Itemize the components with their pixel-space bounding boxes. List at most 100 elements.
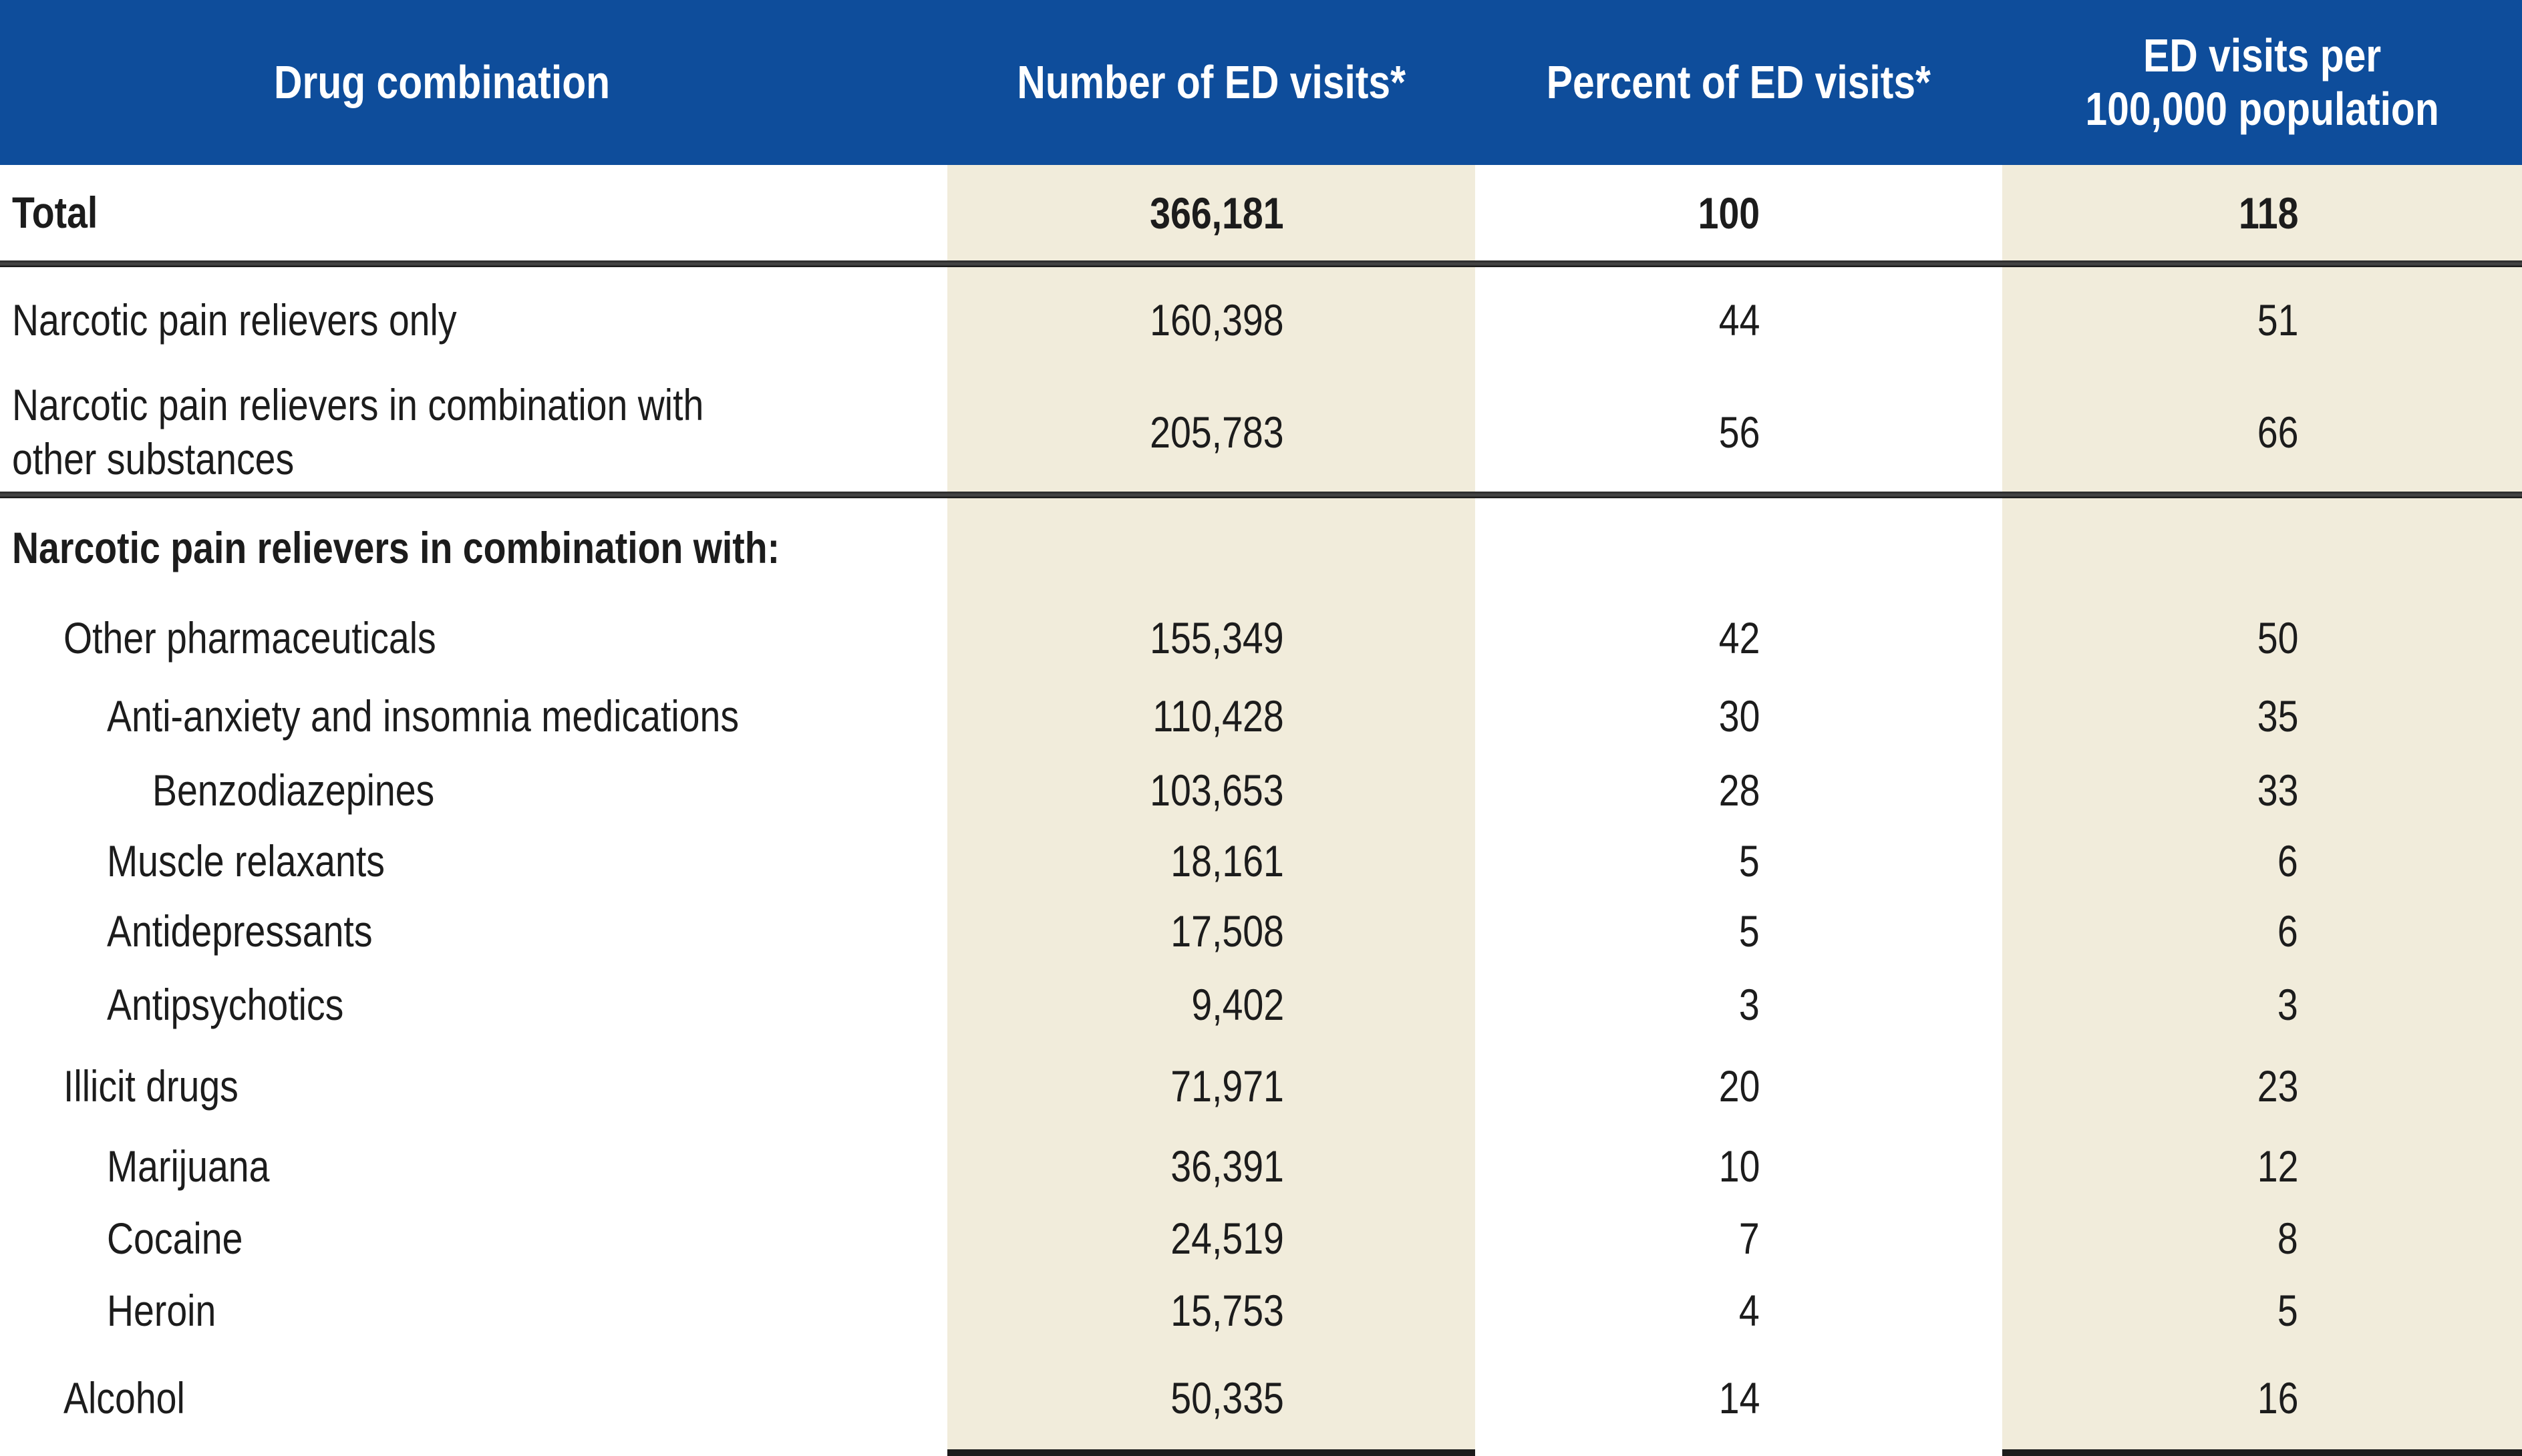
value-ed-visits-per-100k: 5: [2277, 1286, 2298, 1335]
header-drug-combination-label: Drug combination: [273, 55, 610, 108]
value-ed-visits-per-100k: 35: [2257, 691, 2298, 741]
cell-ed-visits-per-100k: 6: [2002, 895, 2522, 967]
row-label: Heroin: [107, 1285, 216, 1335]
value-ed-visits-per-100k: 6: [2277, 906, 2298, 956]
row-label: Cocaine: [107, 1213, 243, 1263]
cell-ed-visits-per-100k: 66: [2002, 373, 2522, 492]
row-label-cell: Other pharmaceuticals: [0, 597, 947, 679]
row-label: Narcotic pain relievers in combination w…: [12, 380, 704, 484]
row-label-cell: Cocaine: [0, 1202, 947, 1274]
cell-ed-visits-per-100k: 8: [2002, 1202, 2522, 1274]
row-label-cell: Antipsychotics: [0, 967, 947, 1042]
cell-ed-visits-per-100k: 6: [2002, 827, 2522, 895]
value-number-of-ed-visits: 9,402: [1191, 980, 1284, 1029]
cell-ed-visits-per-100k: 51: [2002, 267, 2522, 373]
value-percent-of-ed-visits: 44: [1718, 295, 1760, 345]
cell-percent-of-ed-visits: 7: [1475, 1202, 2002, 1274]
row-label-cell: Anti-anxiety and insomnia medications: [0, 679, 947, 753]
cell-percent-of-ed-visits: 20: [1475, 1042, 2002, 1130]
row-label-cell: Narcotic pain relievers in combination w…: [0, 373, 947, 492]
value-number-of-ed-visits: 17,508: [1170, 906, 1284, 956]
row-label-cell: Benzodiazepines: [0, 753, 947, 827]
value-ed-visits-per-100k: 16: [2257, 1373, 2298, 1423]
value-number-of-ed-visits: 18,161: [1170, 836, 1284, 886]
row-label: Narcotic pain relievers only: [12, 295, 457, 345]
value-number-of-ed-visits: 110,428: [1152, 691, 1284, 741]
cell-number-of-ed-visits: 71,971: [947, 1042, 1475, 1130]
cell-number-of-ed-visits: 9,402: [947, 967, 1475, 1042]
cell-ed-visits-per-100k: 23: [2002, 1042, 2522, 1130]
value-ed-visits-per-100k: 50: [2257, 613, 2298, 663]
value-percent-of-ed-visits: 5: [1739, 836, 1760, 886]
cell-percent-of-ed-visits: 14: [1475, 1346, 2002, 1449]
table-row: Antipsychotics 9,402 3 3: [0, 967, 2522, 1042]
value-number-of-ed-visits: 103,653: [1150, 765, 1284, 815]
table-row: Illicit drugs 71,971 20 23: [0, 1042, 2522, 1130]
table-row: Benzodiazepines 103,653 28 33: [0, 753, 2522, 827]
table-row: Heroin 15,753 4 5: [0, 1274, 2522, 1346]
value-ed-visits-per-100k: 23: [2257, 1061, 2298, 1111]
row-label-cell: Muscle relaxants: [0, 827, 947, 895]
table-row: Narcotic pain relievers in combination w…: [0, 498, 2522, 597]
value-percent-of-ed-visits: 4: [1739, 1286, 1760, 1335]
header-drug-combination: Drug combination: [0, 0, 947, 165]
table-body: Total 366,181 100 118 Narcotic pain reli…: [0, 165, 2522, 1456]
value-ed-visits-per-100k: 33: [2257, 765, 2298, 815]
value-ed-visits-per-100k: 12: [2257, 1141, 2298, 1191]
value-percent-of-ed-visits: 10: [1718, 1141, 1760, 1191]
value-ed-visits-per-100k: 6: [2277, 836, 2298, 886]
row-label: Marijuana: [107, 1141, 270, 1191]
table-row: Other pharmaceuticals 155,349 42 50: [0, 597, 2522, 679]
cell-number-of-ed-visits: 103,653: [947, 753, 1475, 827]
value-ed-visits-per-100k: 51: [2257, 295, 2298, 345]
value-number-of-ed-visits: 366,181: [1150, 188, 1284, 238]
cell-percent-of-ed-visits: 5: [1475, 895, 2002, 967]
value-number-of-ed-visits: 50,335: [1170, 1373, 1284, 1423]
row-label: Other pharmaceuticals: [63, 612, 436, 663]
cell-percent-of-ed-visits: [1475, 498, 2002, 597]
value-ed-visits-per-100k: 8: [2277, 1214, 2298, 1263]
cell-ed-visits-per-100k: [2002, 1449, 2522, 1456]
table-bottom-rule: [0, 1449, 2522, 1456]
row-label-cell: Marijuana: [0, 1130, 947, 1202]
cell-number-of-ed-visits: 110,428: [947, 679, 1475, 753]
value-percent-of-ed-visits: 56: [1718, 407, 1760, 457]
header-percent-of-ed-visits-label: Percent of ED visits*: [1546, 55, 1931, 108]
table-header-row: Drug combination Number of ED visits* Pe…: [0, 0, 2522, 165]
value-percent-of-ed-visits: 100: [1698, 188, 1760, 238]
row-label: Alcohol: [63, 1373, 185, 1423]
cell-number-of-ed-visits: [947, 1449, 1475, 1456]
cell-ed-visits-per-100k: 118: [2002, 165, 2522, 260]
header-percent-of-ed-visits: Percent of ED visits*: [1475, 0, 2002, 165]
cell-percent-of-ed-visits: 56: [1475, 373, 2002, 492]
cell-ed-visits-per-100k: 16: [2002, 1346, 2522, 1449]
cell-number-of-ed-visits: 205,783: [947, 373, 1475, 492]
cell-number-of-ed-visits: 24,519: [947, 1202, 1475, 1274]
cell-number-of-ed-visits: 160,398: [947, 267, 1475, 373]
header-ed-visits-per-100k: ED visits per 100,000 population: [2002, 0, 2522, 165]
row-label-cell: Illicit drugs: [0, 1042, 947, 1130]
table-row: Marijuana 36,391 10 12: [0, 1130, 2522, 1202]
cell-number-of-ed-visits: 366,181: [947, 165, 1475, 260]
table-row: Narcotic pain relievers in combination w…: [0, 373, 2522, 492]
row-label: Antidepressants: [107, 906, 373, 956]
row-label-cell: Antidepressants: [0, 895, 947, 967]
table-row: Alcohol 50,335 14 16: [0, 1346, 2522, 1449]
cell-number-of-ed-visits: 36,391: [947, 1130, 1475, 1202]
cell-ed-visits-per-100k: [2002, 498, 2522, 597]
row-label: Benzodiazepines: [152, 765, 435, 815]
cell-percent-of-ed-visits: 42: [1475, 597, 2002, 679]
value-ed-visits-per-100k: 118: [2238, 188, 2298, 238]
cell-percent-of-ed-visits: 30: [1475, 679, 2002, 753]
value-number-of-ed-visits: 15,753: [1170, 1286, 1284, 1335]
value-number-of-ed-visits: 36,391: [1170, 1141, 1284, 1191]
row-label: Antipsychotics: [107, 979, 344, 1029]
cell-number-of-ed-visits: 15,753: [947, 1274, 1475, 1346]
table-row: Cocaine 24,519 7 8: [0, 1202, 2522, 1274]
cell-percent-of-ed-visits: 10: [1475, 1130, 2002, 1202]
cell-ed-visits-per-100k: 50: [2002, 597, 2522, 679]
value-number-of-ed-visits: 205,783: [1150, 407, 1284, 457]
header-number-of-ed-visits: Number of ED visits*: [947, 0, 1475, 165]
value-ed-visits-per-100k: 66: [2257, 407, 2298, 457]
